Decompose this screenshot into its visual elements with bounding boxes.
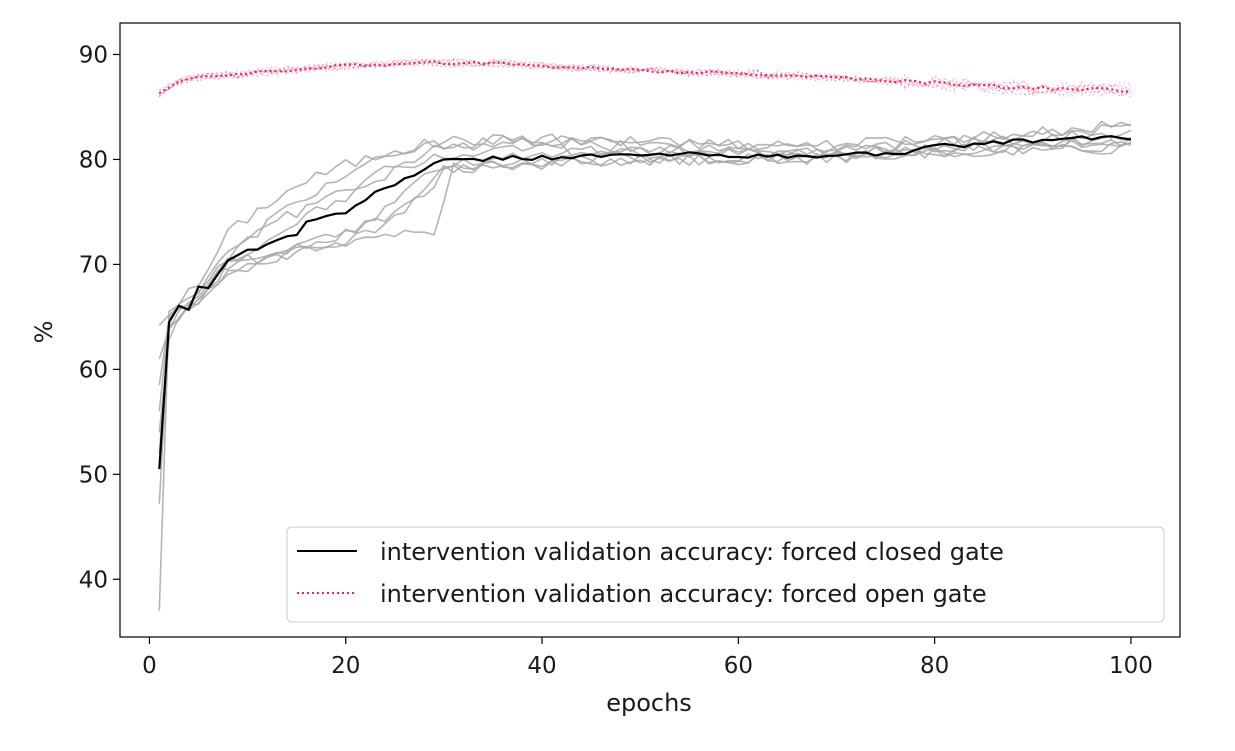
closed-gate-series xyxy=(158,135,1132,470)
open-gate-runs xyxy=(158,58,1132,98)
closed-gate-run-line xyxy=(158,129,1132,412)
open-gate-mean-line xyxy=(158,60,1131,95)
open-gate-run-line xyxy=(158,58,1131,95)
closed-gate-mean-line xyxy=(158,135,1132,470)
x-tick-label: 40 xyxy=(527,653,556,679)
y-tick-label: 60 xyxy=(79,357,108,383)
y-tick-label: 80 xyxy=(79,147,108,173)
x-axis-ticks: 0 20 40 60 80 100 xyxy=(142,637,1153,679)
open-gate-run-line xyxy=(158,59,1132,98)
legend-box xyxy=(286,526,1165,623)
x-tick-label: 100 xyxy=(1109,653,1153,679)
open-gate-run-line xyxy=(158,58,1132,98)
y-axis-label: % xyxy=(30,321,58,344)
x-tick-label: 20 xyxy=(331,653,360,679)
open-gate-run-line xyxy=(158,58,1131,95)
closed-gate-run-line xyxy=(158,120,1132,504)
plot-frame xyxy=(119,22,1181,638)
closed-gate-run-line xyxy=(158,141,1132,326)
closed-gate-runs xyxy=(158,120,1132,611)
x-tick-label: 0 xyxy=(142,653,157,679)
legend-closed-label: intervention validation accuracy: forced… xyxy=(380,538,1004,566)
y-tick-label: 70 xyxy=(79,252,108,278)
x-tick-label: 80 xyxy=(920,653,949,679)
closed-gate-run-line xyxy=(158,123,1132,611)
closed-gate-run-line xyxy=(158,142,1132,433)
y-tick-label: 40 xyxy=(79,567,108,593)
open-gate-series xyxy=(158,60,1131,95)
x-tick-label: 60 xyxy=(724,653,753,679)
x-axis-label: epochs xyxy=(606,689,692,717)
plot-area xyxy=(158,58,1132,611)
closed-gate-run-line xyxy=(158,134,1131,454)
y-axis-ticks: 40 50 60 70 80 90 xyxy=(79,42,120,593)
legend: intervention validation accuracy: forced… xyxy=(286,526,1165,623)
legend-open-label: intervention validation accuracy: forced… xyxy=(380,580,987,608)
closed-gate-run-line xyxy=(158,137,1132,360)
y-tick-label: 90 xyxy=(79,42,108,68)
closed-gate-run-line xyxy=(158,136,1132,386)
y-tick-label: 50 xyxy=(79,462,108,488)
